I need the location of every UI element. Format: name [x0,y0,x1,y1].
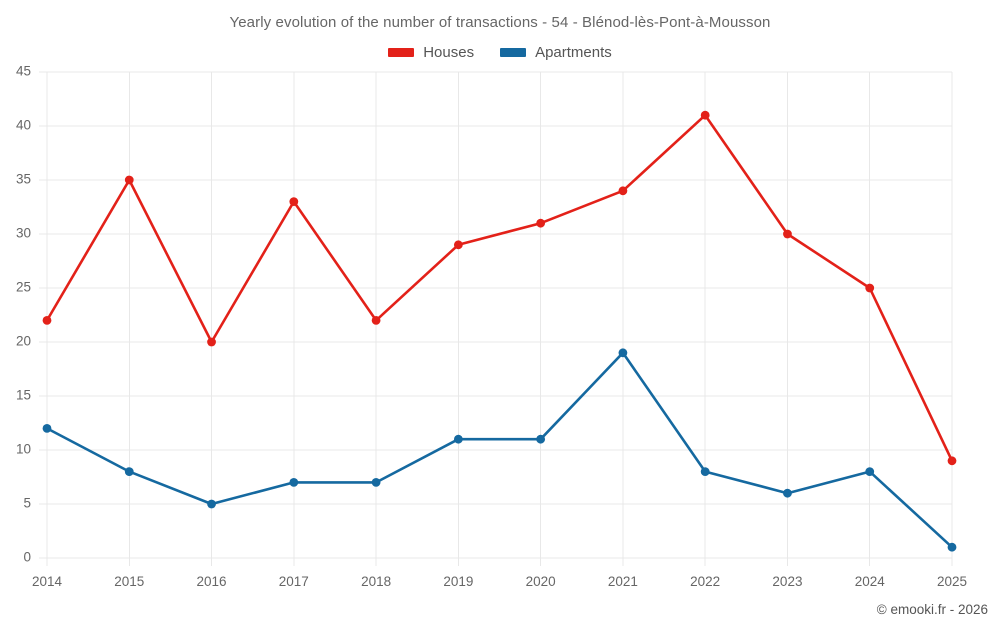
y-axis-tick-label: 35 [16,172,31,187]
data-point-apartments-2020[interactable] [536,434,546,444]
y-axis-tick-label: 15 [16,388,31,403]
data-point-apartments-2023[interactable] [783,488,792,498]
x-axis-tick-label: 2014 [32,574,63,589]
data-point-houses-2017[interactable] [289,197,299,207]
x-axis-tick-label: 2017 [279,574,309,589]
y-axis-tick-label: 40 [16,118,31,133]
legend-swatch-apartments [500,48,527,57]
x-axis-tick-label: 2018 [361,574,391,589]
y-axis-tick-label: 45 [16,64,31,79]
chart-title: Yearly evolution of the number of transa… [229,14,771,31]
data-point-apartments-2014[interactable] [42,424,52,433]
x-axis-tick-label: 2015 [114,574,144,589]
legend-label-apartments: Apartments [535,44,612,61]
data-point-apartments-2025[interactable] [947,542,957,552]
y-axis-tick-label: 30 [16,226,31,241]
legend-item-apartments[interactable]: Apartments [500,44,612,61]
y-axis-tick-label: 25 [16,280,31,295]
data-point-apartments-2024[interactable] [865,467,875,476]
x-axis-tick-label: 2020 [526,574,556,589]
y-axis-tick-label: 0 [23,550,31,565]
y-axis-tick-label: 20 [16,334,31,349]
y-axis-tick-label: 10 [16,442,31,457]
data-point-houses-2022[interactable] [700,110,710,120]
data-point-apartments-2018[interactable] [371,478,381,487]
x-axis-tick-label: 2016 [197,574,227,589]
data-point-apartments-2019[interactable] [453,434,463,444]
x-axis-tick-label: 2021 [608,574,638,589]
x-axis-tick-label: 2023 [772,574,802,589]
legend-swatch-houses [388,48,415,57]
data-point-houses-2023[interactable] [783,229,792,239]
data-point-houses-2024[interactable] [865,283,875,293]
series-line-houses [45,113,954,463]
legend-label-houses: Houses [423,44,475,61]
copyright-credit: © emooki.fr - 2026 [876,602,988,617]
data-point-houses-2025[interactable] [947,456,957,466]
x-axis-tick-label: 2024 [855,574,886,589]
data-point-houses-2016[interactable] [207,337,216,347]
data-point-apartments-2016[interactable] [207,499,216,509]
y-axis-tick-label: 5 [23,496,31,511]
data-point-houses-2015[interactable] [124,175,134,185]
data-point-apartments-2017[interactable] [289,478,299,487]
data-point-apartments-2022[interactable] [700,467,710,476]
chart-legend: Houses Apartments [0,44,1000,61]
data-point-houses-2019[interactable] [453,240,463,250]
data-point-apartments-2015[interactable] [124,467,134,476]
data-point-houses-2020[interactable] [536,218,546,228]
series-line-apartments [45,351,954,549]
legend-item-houses[interactable]: Houses [388,44,474,61]
x-axis-tick-label: 2019 [443,574,473,589]
x-axis-tick-label: 2022 [690,574,720,589]
x-axis-tick-label: 2025 [937,574,967,589]
data-point-houses-2021[interactable] [618,186,628,196]
data-point-houses-2014[interactable] [42,316,52,325]
data-point-apartments-2021[interactable] [618,348,628,358]
data-point-houses-2018[interactable] [371,316,381,325]
